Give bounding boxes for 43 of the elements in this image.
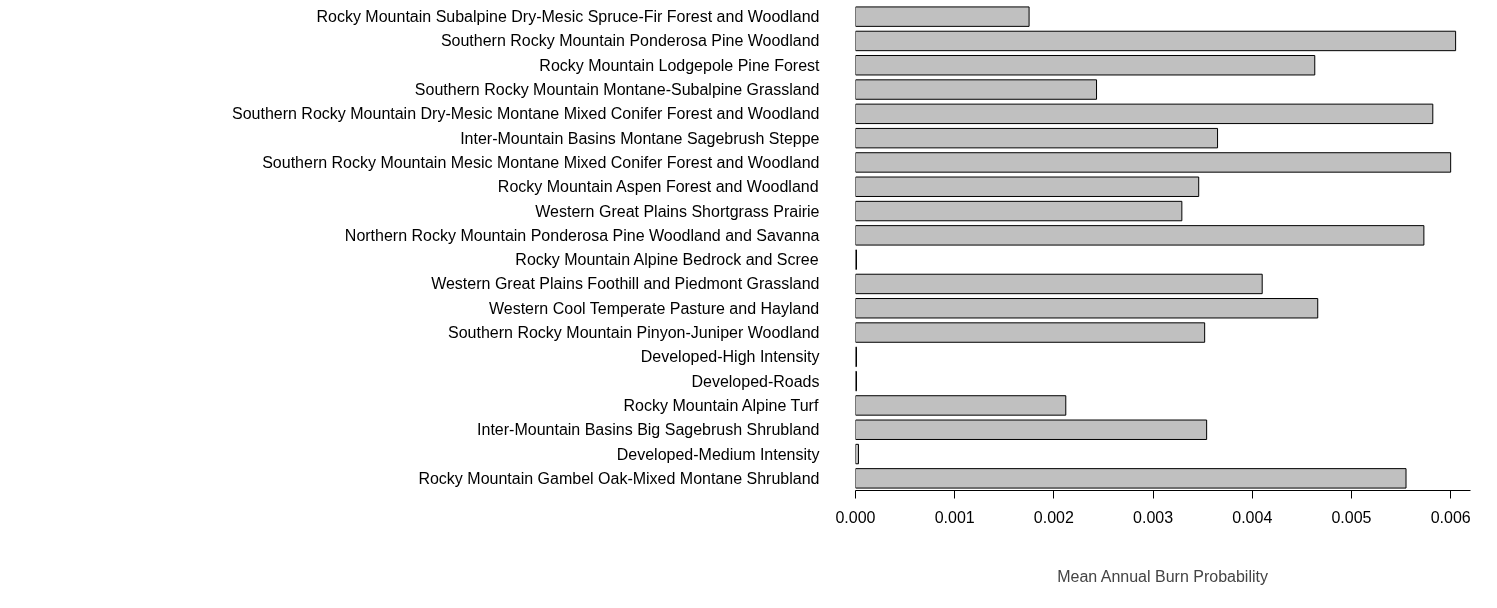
y-tick-label: Developed-Roads: [691, 372, 820, 390]
y-tick-label: Southern Rocky Mountain Ponderosa Pine Woodland: [440, 32, 820, 50]
bar: [855, 176, 1200, 197]
bar: [855, 273, 1263, 295]
y-tick-label: Southern Rocky Mountain Pinyon-Juniper Woodland: [448, 324, 820, 342]
bar: [855, 200, 1183, 222]
y-tick-label: Inter-Mountain Basins Big Sagebrush Shrubland: [477, 421, 820, 439]
y-tick-label: Rocky Mountain Subalpine Dry-Mesic Spruce-Fir Forest and Woodland: [316, 8, 820, 26]
bar: [855, 225, 1425, 246]
x-tick-label: 0.001: [934, 508, 975, 526]
y-tick-label: Developed-Medium Intensity: [616, 445, 820, 463]
x-tick-label: 0.003: [1133, 508, 1174, 526]
bar: [855, 30, 1457, 52]
bar: [855, 419, 1208, 440]
y-tick-label: Rocky Mountain Gambel Oak-Mixed Montane Shrubland: [418, 469, 820, 487]
y-tick-label: Rocky Mountain Alpine Turf: [623, 396, 819, 414]
x-tick-label: 0.005: [1331, 508, 1372, 526]
y-tick-label: Developed-High Intensity: [640, 348, 820, 366]
y-tick-label: Southern Rocky Mountain Dry-Mesic Montane Mixed Conifer Forest and Woodland: [231, 105, 820, 123]
x-axis-title: Mean Annual Burn Probability: [1057, 567, 1268, 585]
bar: [855, 152, 1452, 173]
y-tick-label: Western Cool Temperate Pasture and Hayland: [488, 299, 820, 317]
y-tick-label: Rocky Mountain Aspen Forest and Woodland: [497, 178, 819, 196]
x-tick-label: 0.000: [835, 508, 876, 526]
x-tick-label: 0.006: [1430, 508, 1471, 526]
bar: [855, 298, 1319, 319]
bar: [855, 6, 1030, 27]
bar: [855, 55, 1316, 76]
bar: [855, 127, 1219, 149]
y-tick-label: Northern Rocky Mountain Ponderosa Pine Woodland and Savanna: [344, 226, 820, 244]
y-tick-label: Western Great Plains Foothill and Piedmont Grassland: [431, 275, 820, 293]
y-tick-label: Inter-Mountain Basins Montane Sagebrush Steppe: [460, 129, 820, 147]
bar: [855, 103, 1434, 125]
bar: [855, 79, 1098, 100]
y-tick-label: Southern Rocky Mountain Mesic Montane Mixed Conifer Forest and Woodland: [262, 153, 820, 171]
bar: [855, 395, 1067, 416]
bar: [855, 322, 1206, 343]
y-tick-label: Southern Rocky Mountain Montane-Subalpine Grassland: [414, 81, 820, 99]
y-tick-label: Rocky Mountain Lodgepole Pine Forest: [539, 56, 821, 74]
x-tick-label: 0.004: [1232, 508, 1273, 526]
y-tick-label: Western Great Plains Shortgrass Prairie: [535, 202, 820, 220]
y-tick-label: Rocky Mountain Alpine Bedrock and Scree: [515, 251, 819, 269]
x-tick-label: 0.002: [1033, 508, 1075, 526]
